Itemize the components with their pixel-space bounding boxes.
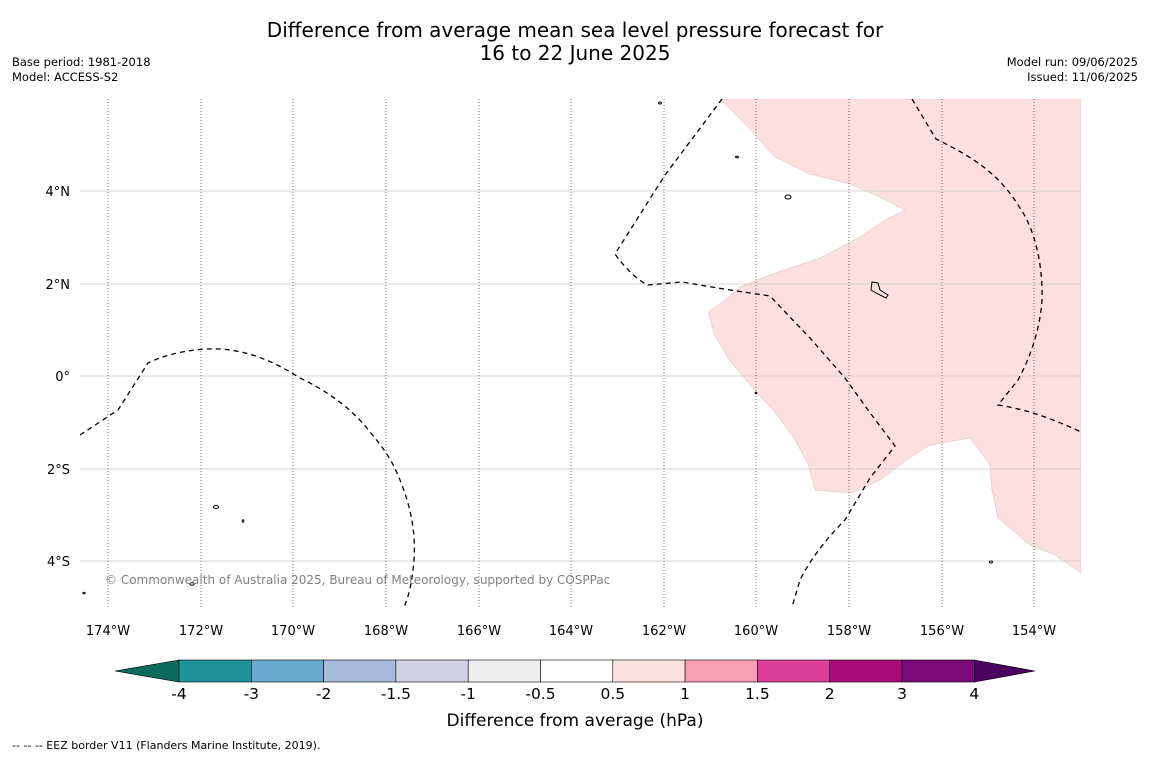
lon-label: 170°W (271, 624, 315, 639)
lat-label: 4°S (47, 555, 70, 570)
lon-label: 174°W (86, 624, 130, 639)
island (213, 505, 219, 509)
latitude-labels: 4°N 2°N 0° 2°S 4°S (46, 185, 71, 570)
colorbar-segment (757, 659, 831, 683)
lon-label: 158°W (827, 624, 871, 639)
colorbar-label: -1.5 (381, 685, 411, 703)
lat-label: 4°N (46, 185, 71, 200)
lat-label: 2°N (46, 278, 71, 293)
colorbar-segment (901, 659, 975, 683)
eez-borders (80, 99, 1081, 607)
colorbar: -4 -3 -2 -1.5 -1 -0.5 0.5 1 1.5 2 3 4 Difference fr… (114, 659, 1036, 731)
colorbar-segment (684, 659, 758, 683)
meta-left: Base period: 1981-2018 Model: ACCESS-S2 (12, 55, 151, 85)
colorbar-label: -0.5 (525, 685, 555, 703)
island (658, 101, 662, 105)
island (241, 519, 245, 523)
meta-right: Model run: 09/06/2025 Issued: 11/06/2025 (1007, 55, 1138, 85)
islands (82, 101, 993, 595)
model-run: Model run: 09/06/2025 (1006, 55, 1138, 69)
lon-label: 160°W (734, 624, 778, 639)
island (82, 591, 86, 595)
base-period: Base period: 1981-2018 (12, 55, 151, 69)
lon-label: 166°W (457, 624, 501, 639)
eez-border-east (911, 99, 1081, 433)
model-name: Model: ACCESS-S2 (12, 70, 119, 84)
issued-date: Issued: 11/06/2025 (1027, 70, 1138, 84)
colorbar-title: Difference from average (hPa) (447, 711, 704, 731)
title-line-2: 16 to 22 June 2025 (479, 41, 671, 65)
island (754, 391, 758, 395)
colorbar-extend-low (114, 659, 180, 683)
colorbar-label: 0.5 (600, 685, 625, 703)
colorbar-label: -1 (460, 685, 475, 703)
colorbar-labels: -4 -3 -2 -1.5 -1 -0.5 0.5 1 1.5 2 3 4 (171, 685, 979, 703)
colorbar-label: -4 (171, 685, 186, 703)
island (735, 155, 739, 159)
colorbar-segment (829, 659, 903, 683)
colorbar-segment (395, 659, 469, 683)
lon-label: 168°W (364, 624, 408, 639)
lon-label: 162°W (642, 624, 686, 639)
copyright-notice: © Commonwealth of Australia 2025, Bureau… (105, 573, 610, 587)
colorbar-segment (323, 659, 397, 683)
longitude-gridlines (107, 99, 1035, 607)
island (784, 194, 792, 200)
colorbar-label: 1.5 (745, 685, 770, 703)
eez-footnote: -- -- -- EEZ border V11 (Flanders Marine… (12, 739, 321, 752)
title-line-1: Difference from average mean sea level p… (266, 18, 884, 42)
colorbar-label: 1 (680, 685, 690, 703)
colorbar-segments (114, 659, 1036, 683)
lon-label: 172°W (179, 624, 223, 639)
colorbar-label: 4 (969, 685, 979, 703)
colorbar-segment (612, 659, 686, 683)
colorbar-label: 2 (825, 685, 835, 703)
map-area: © Commonwealth of Australia 2025, Bureau… (80, 99, 1081, 607)
lon-label: 156°W (920, 624, 964, 639)
colorbar-segment (251, 659, 324, 683)
island (989, 560, 993, 564)
colorbar-segment (178, 659, 252, 683)
lon-label: 154°W (1012, 624, 1056, 639)
lat-label: 0° (55, 370, 70, 385)
lon-label: 164°W (549, 624, 593, 639)
colorbar-label: -2 (316, 685, 331, 703)
eez-border-central (614, 99, 896, 607)
pressure-anomaly-region (707, 99, 1081, 574)
island-kiritimati (870, 281, 889, 299)
colorbar-segment (467, 659, 541, 683)
eez-border-west (80, 348, 416, 607)
longitude-labels: 174°W 172°W 170°W 168°W 166°W 164°W 162°… (86, 624, 1056, 639)
colorbar-extend-high (974, 659, 1036, 683)
map-title: Difference from average mean sea level p… (0, 19, 1150, 65)
latitude-gridlines (80, 190, 1081, 562)
colorbar-label: 3 (897, 685, 907, 703)
island (189, 582, 195, 586)
colorbar-segment (540, 659, 614, 683)
colorbar-label: -3 (244, 685, 259, 703)
lat-label: 2°S (47, 463, 70, 478)
